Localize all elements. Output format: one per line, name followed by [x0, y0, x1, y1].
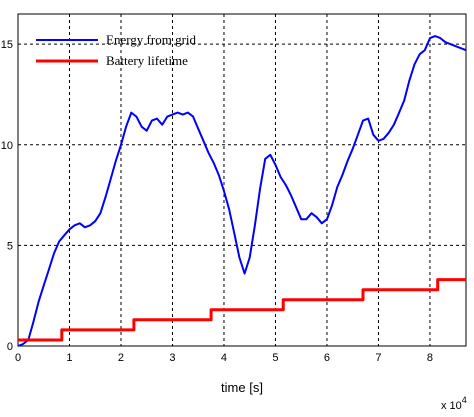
y-tick-label: 5 [7, 240, 13, 252]
x-tick-label: 5 [272, 352, 278, 364]
x-tick-label: 2 [118, 352, 124, 364]
x-axis-label: time [s] [221, 380, 263, 395]
y-tick-label: 0 [7, 341, 13, 353]
x-tick-label: 0 [15, 352, 21, 364]
legend: Energy from grid Battery lifetime [36, 32, 197, 68]
tick-labels: 0 1 2 3 4 5 6 7 8 0 5 10 15 [1, 39, 433, 364]
x-tick-label: 1 [66, 352, 72, 364]
x-tick-label: 4 [221, 352, 227, 364]
x-tick-label: 3 [169, 352, 175, 364]
x-tick-label: 7 [375, 352, 381, 364]
series-line-energy-from-grid [17, 35, 467, 347]
series-line-battery-lifetime [18, 278, 466, 342]
plot-area [17, 13, 467, 347]
x-tick-label: 8 [427, 352, 433, 364]
legend-label-battery-lifetime: Battery lifetime [106, 53, 188, 68]
legend-label-energy-from-grid: Energy from grid [106, 32, 197, 47]
x-tick-label: 6 [324, 352, 330, 364]
series-group [17, 35, 467, 347]
x-multiplier-label: x 104 [441, 395, 467, 412]
y-tick-label: 15 [1, 39, 13, 51]
y-tick-label: 10 [1, 140, 13, 152]
